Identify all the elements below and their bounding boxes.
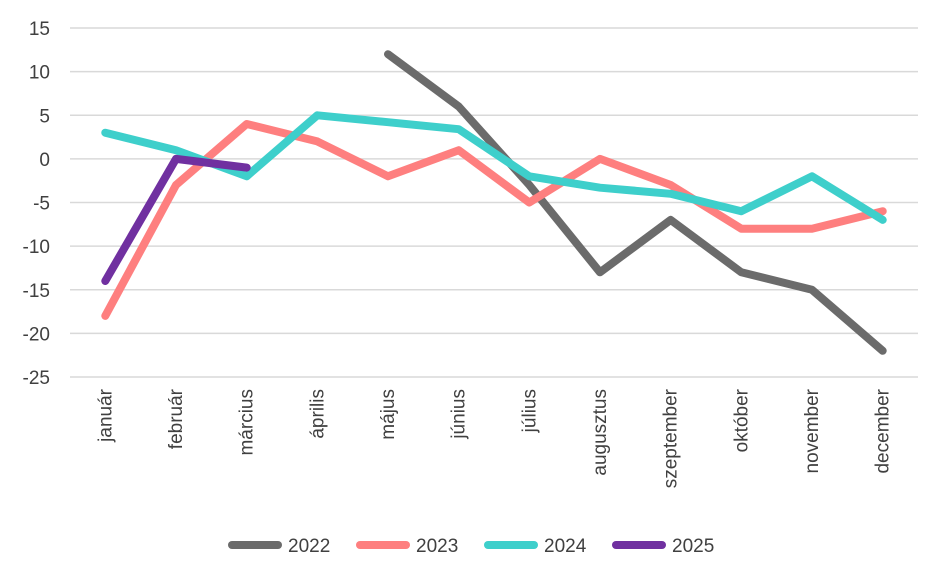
y-tick-label: -10 bbox=[23, 237, 50, 258]
y-tick-label: 0 bbox=[39, 150, 50, 171]
y-tick-label: -5 bbox=[33, 194, 50, 215]
legend-label-2024: 2024 bbox=[544, 536, 587, 557]
x-axis-ticks: január február március április május június jú… bbox=[95, 388, 893, 488]
x-tick-label: szeptember bbox=[661, 388, 682, 488]
series-layer bbox=[101, 50, 887, 355]
y-tick-label: 5 bbox=[39, 106, 50, 127]
legend: 2022 2023 2024 2025 bbox=[228, 536, 714, 557]
series-line-2024 bbox=[101, 111, 887, 224]
legend-label-2025: 2025 bbox=[672, 536, 714, 557]
y-tick-label: -15 bbox=[23, 281, 50, 302]
x-tick-label: április bbox=[307, 389, 328, 439]
series-line-2022 bbox=[384, 50, 887, 355]
y-axis-ticks: 15 10 5 0 -5 -10 -15 -20 -25 bbox=[23, 19, 50, 389]
x-tick-label: november bbox=[802, 388, 823, 473]
y-tick-label: -20 bbox=[23, 324, 50, 345]
series-line-2023 bbox=[101, 120, 887, 320]
x-tick-label: augusztus bbox=[590, 389, 611, 476]
x-tick-label: október bbox=[731, 388, 752, 452]
legend-label-2023: 2023 bbox=[416, 536, 458, 557]
y-tick-label: -25 bbox=[23, 368, 50, 389]
y-tick-label: 10 bbox=[29, 63, 50, 84]
x-tick-label: május bbox=[378, 389, 399, 440]
series-line-2025 bbox=[101, 154, 251, 285]
x-tick-label: február bbox=[166, 388, 187, 449]
x-tick-label: június bbox=[449, 389, 470, 440]
x-tick-label: március bbox=[237, 389, 258, 456]
legend-label-2022: 2022 bbox=[288, 536, 330, 557]
x-tick-label: január bbox=[95, 388, 116, 442]
y-tick-label: 15 bbox=[29, 19, 50, 40]
x-tick-label: július bbox=[519, 389, 540, 433]
x-tick-label: december bbox=[873, 388, 894, 473]
grid-layer bbox=[70, 27, 918, 378]
